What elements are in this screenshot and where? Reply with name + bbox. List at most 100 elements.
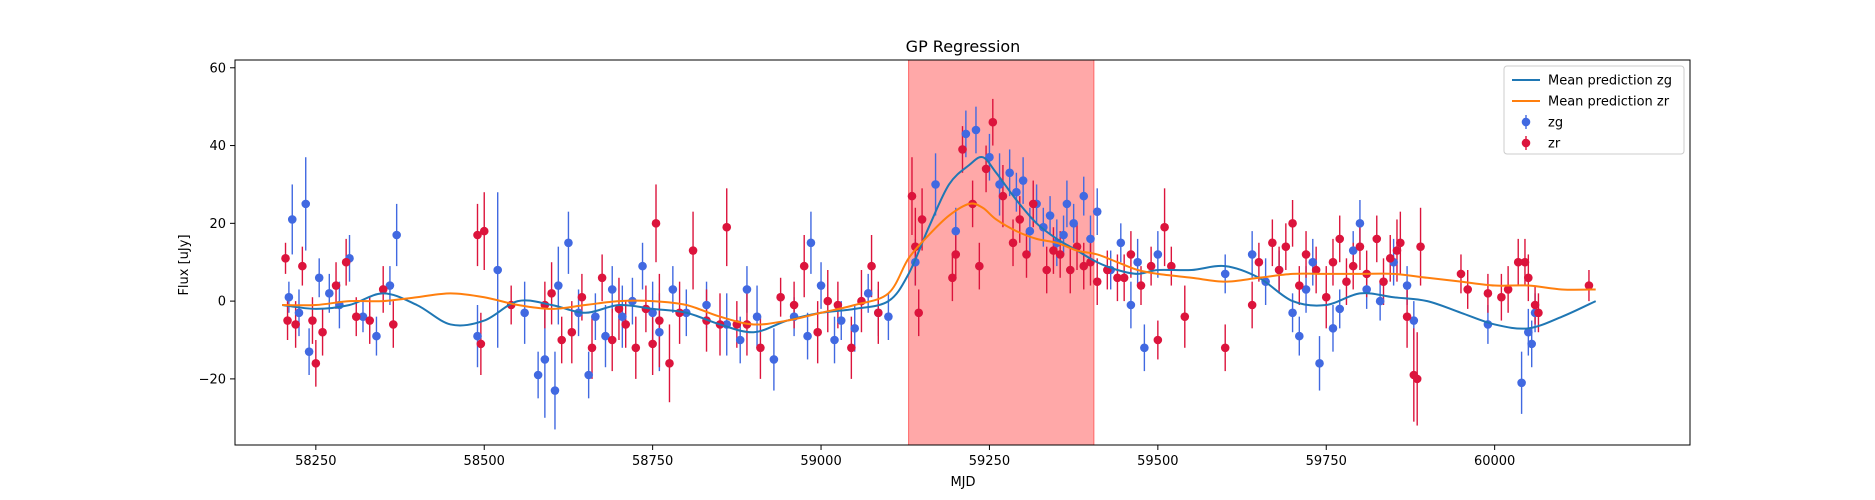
data-point-zg-65	[1062, 199, 1072, 209]
prediction-line-zg	[282, 156, 1597, 334]
data-point-zr-98	[1342, 277, 1351, 286]
data-point-zg-38	[769, 355, 779, 364]
data-point-zg-4	[304, 347, 314, 356]
data-point-zr-86	[1247, 300, 1257, 310]
data-point-zr-118	[1524, 273, 1533, 283]
data-point-zr-37	[722, 222, 732, 232]
data-point-zr-115	[1503, 285, 1513, 294]
data-point-zg-2	[294, 308, 304, 318]
data-point-zr-9	[351, 312, 361, 321]
data-point-zg-67	[1079, 191, 1089, 201]
data-point-zr-68	[1049, 246, 1058, 255]
data-point-zr-64	[1015, 215, 1025, 224]
data-point-zr-88	[1268, 238, 1277, 248]
data-point-zg-66	[1069, 219, 1078, 228]
data-point-zg-20	[564, 238, 573, 248]
data-point-zr-62	[998, 191, 1008, 201]
data-point-zr-13	[473, 230, 482, 240]
data-point-zr-29	[648, 339, 657, 349]
data-point-zr-74	[1092, 277, 1102, 286]
data-point-zr-61	[988, 117, 998, 127]
data-point-zg-13	[473, 331, 482, 341]
data-point-zg-58	[1018, 176, 1028, 185]
legend-label-1: Mean prediction zr	[1548, 95, 1670, 110]
data-point-zg-44	[836, 316, 846, 325]
x-tick-label-58250: 58250	[295, 454, 336, 469]
data-point-zr-15	[479, 226, 489, 236]
data-point-zg-87	[1348, 246, 1358, 255]
data-point-zr-54	[917, 215, 927, 224]
data-point-zr-31	[655, 316, 664, 325]
data-point-zg-43	[830, 335, 839, 345]
data-point-zg-73	[1133, 257, 1142, 267]
data-point-zr-81	[1153, 335, 1163, 345]
y-tick-label-40: 40	[209, 139, 226, 154]
data-point-zg-89	[1362, 285, 1371, 294]
data-point-zg-42	[816, 281, 826, 290]
data-point-zg-59	[1025, 226, 1035, 236]
data-point-zg-81	[1295, 331, 1304, 341]
data-point-zg-53	[971, 125, 981, 135]
data-point-zr-80	[1146, 261, 1156, 271]
data-point-zr-12	[388, 320, 398, 329]
data-point-zr-0	[281, 254, 290, 263]
data-point-zg-83	[1308, 257, 1318, 267]
data-point-zg-92	[1402, 281, 1412, 290]
data-point-zg-88	[1355, 219, 1365, 228]
data-point-zr-11	[378, 285, 388, 294]
data-point-zr-114	[1497, 292, 1506, 302]
data-point-zr-6	[318, 327, 327, 337]
data-point-zg-68	[1086, 234, 1095, 244]
data-point-zg-85	[1328, 324, 1338, 333]
data-point-zg-46	[863, 289, 873, 298]
data-point-zr-43	[799, 261, 809, 271]
x-tick-label-58500: 58500	[464, 454, 505, 469]
data-point-zg-19	[554, 281, 563, 290]
data-point-zg-64	[1059, 230, 1068, 240]
data-point-zg-22	[584, 370, 593, 380]
data-point-zg-0	[284, 292, 294, 302]
data-point-zg-86	[1335, 304, 1345, 314]
data-point-zg-74	[1140, 343, 1149, 353]
data-point-zg-29	[648, 308, 657, 318]
data-point-zr-51	[907, 191, 917, 201]
legend-label-0: Mean prediction zg	[1548, 74, 1672, 89]
data-point-zg-25	[607, 285, 617, 294]
data-point-zr-10	[365, 316, 375, 325]
data-point-zr-47	[847, 343, 856, 353]
data-point-zr-1	[283, 316, 292, 325]
data-point-zg-76	[1220, 269, 1230, 279]
data-point-zr-82	[1160, 222, 1169, 232]
data-point-zg-50	[931, 180, 940, 189]
shaded-region-layer	[908, 59, 1095, 446]
data-point-zr-100	[1355, 242, 1365, 251]
x-tick-label-59250: 59250	[969, 454, 1010, 469]
legend-swatch-3	[1521, 138, 1531, 148]
data-point-zr-87	[1254, 257, 1264, 267]
data-point-zr-23	[597, 273, 607, 283]
data-point-zr-20	[567, 327, 577, 337]
data-point-zr-59	[975, 261, 984, 271]
data-point-zr-55	[948, 273, 957, 283]
data-point-zg-24	[601, 331, 610, 341]
data-point-zr-44	[813, 327, 822, 337]
data-point-zr-110	[1416, 242, 1425, 251]
data-point-zg-30	[655, 327, 664, 337]
data-point-zg-1	[287, 215, 297, 224]
data-point-zg-52	[961, 129, 971, 139]
data-point-zg-75	[1153, 250, 1163, 259]
data-point-zg-11	[385, 281, 395, 290]
data-point-zg-6	[325, 289, 334, 298]
data-point-zr-99	[1348, 261, 1358, 271]
data-point-zr-85	[1220, 343, 1230, 353]
y-tick-label-0: 0	[218, 295, 226, 310]
data-point-zr-34	[688, 246, 698, 255]
data-point-zg-12	[392, 230, 401, 240]
data-point-zr-84	[1180, 312, 1190, 321]
data-point-zg-18	[550, 386, 560, 395]
y-tick-label-20: 20	[209, 217, 226, 232]
data-point-zr-65	[1022, 250, 1031, 259]
data-point-zr-41	[776, 292, 785, 302]
y-tick-label-60: 60	[209, 61, 226, 76]
legend-swatch-2	[1521, 117, 1531, 127]
